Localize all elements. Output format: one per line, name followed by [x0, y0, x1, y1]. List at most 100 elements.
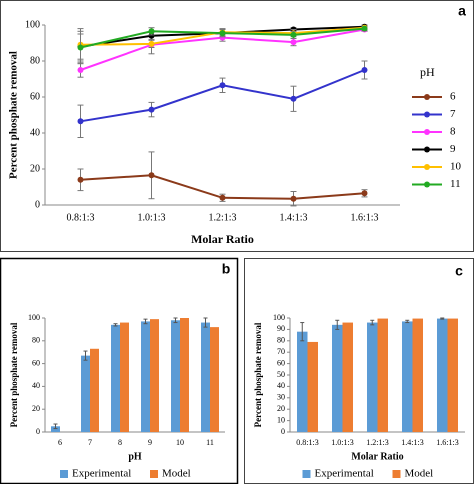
- bar: [51, 426, 60, 432]
- y-tick-label: 60: [30, 91, 40, 102]
- marker: [148, 172, 155, 179]
- y-tick-label: 100: [273, 313, 285, 322]
- marker: [290, 39, 297, 46]
- legend-label: 8: [450, 126, 456, 138]
- y-tick-label: 20: [32, 404, 40, 413]
- x-tick-label: 10: [176, 438, 184, 447]
- y-tick-label: 20: [30, 163, 40, 174]
- bar: [120, 322, 129, 432]
- marker: [290, 95, 297, 102]
- marker: [148, 32, 155, 39]
- legend-swatch: [424, 181, 430, 188]
- legend-swatch: [392, 470, 401, 478]
- marker: [290, 195, 297, 202]
- x-axis-label: pH: [128, 451, 142, 462]
- y-tick-label: 40: [277, 381, 285, 390]
- bar: [81, 355, 90, 432]
- bar: [307, 341, 318, 432]
- x-tick-label: 0.8:1:3: [66, 212, 94, 223]
- bar: [437, 318, 448, 432]
- y-tick-label: 40: [30, 127, 40, 138]
- bar: [90, 348, 99, 432]
- bar: [180, 318, 189, 432]
- marker: [148, 106, 155, 113]
- x-tick-label: 1.0:1:3: [137, 212, 165, 223]
- marker: [219, 30, 226, 37]
- x-tick-label: 1.2:1:3: [208, 212, 236, 223]
- bar: [141, 321, 150, 432]
- bar: [297, 331, 308, 432]
- legend-title: pH: [420, 65, 435, 79]
- y-tick-label: 80: [277, 336, 285, 345]
- legend-label: 10: [450, 161, 462, 173]
- bar: [402, 321, 413, 432]
- y-axis-label: Percent phosphate removal: [253, 322, 263, 427]
- bar: [150, 319, 159, 432]
- legend-swatch: [60, 470, 68, 478]
- marker: [219, 194, 226, 201]
- marker: [290, 31, 297, 38]
- bar: [367, 322, 378, 432]
- y-tick-label: 0: [281, 427, 285, 436]
- bar: [210, 327, 219, 432]
- marker: [77, 118, 84, 125]
- marker: [219, 82, 226, 89]
- x-tick-label: 8: [118, 438, 122, 447]
- x-tick-label: 11: [206, 438, 214, 447]
- marker: [148, 28, 155, 35]
- y-tick-label: 60: [32, 358, 40, 367]
- marker: [361, 190, 368, 197]
- y-tick-label: 40: [32, 381, 40, 390]
- bar: [447, 318, 458, 432]
- legend-label: Experimental: [315, 468, 374, 480]
- legend-swatch: [424, 94, 430, 100]
- legend-swatch: [424, 164, 430, 170]
- bar: [171, 320, 180, 432]
- x-tick-label: 1.2:1:3: [366, 438, 388, 447]
- x-tick-label: 1.6:1:3: [436, 438, 458, 447]
- x-tick-label: 1.0:1:3: [331, 438, 353, 447]
- x-axis-label: Molar Ratio: [351, 451, 403, 462]
- y-tick-label: 70: [277, 347, 285, 356]
- panel-label: a: [458, 3, 466, 19]
- legend-swatch: [424, 111, 430, 118]
- y-tick-label: 80: [30, 55, 40, 66]
- bar: [377, 318, 388, 432]
- y-axis-label: Percent phosphate removal: [8, 51, 20, 179]
- y-tick-label: 100: [28, 313, 40, 322]
- legend-swatch: [424, 146, 430, 153]
- marker: [361, 25, 368, 32]
- y-tick-label: 30: [277, 393, 285, 402]
- marker: [361, 67, 368, 73]
- x-tick-label: 9: [148, 438, 152, 447]
- marker: [148, 40, 155, 47]
- x-tick-label: 6: [58, 438, 62, 447]
- x-axis-label: Molar Ratio: [191, 232, 254, 246]
- legend-swatch: [302, 470, 311, 478]
- marker: [77, 67, 84, 73]
- bar: [342, 322, 353, 432]
- marker: [77, 176, 84, 183]
- bar: [332, 324, 343, 432]
- x-tick-label: 7: [88, 438, 92, 447]
- bar: [412, 318, 423, 432]
- panel-label: c: [455, 263, 463, 279]
- legend-label: Experimental: [72, 468, 131, 480]
- y-tick-label: 80: [32, 336, 40, 345]
- y-tick-label: 100: [25, 19, 40, 30]
- legend-label: Model: [162, 468, 191, 480]
- x-tick-label: 1.6:1:3: [350, 212, 378, 223]
- bar: [111, 324, 120, 432]
- legend-label: 6: [450, 91, 456, 103]
- y-tick-label: 90: [277, 324, 285, 333]
- x-tick-label: 1.4:1:3: [279, 212, 307, 223]
- y-tick-label: 60: [277, 358, 285, 367]
- y-tick-label: 50: [277, 370, 285, 379]
- legend-label: 11: [450, 178, 461, 190]
- y-tick-label: 0: [35, 199, 40, 210]
- panel-label: b: [222, 261, 231, 277]
- legend-label: Model: [405, 468, 434, 480]
- y-tick-label: 10: [277, 415, 285, 424]
- x-tick-label: 0.8:1:3: [296, 438, 318, 447]
